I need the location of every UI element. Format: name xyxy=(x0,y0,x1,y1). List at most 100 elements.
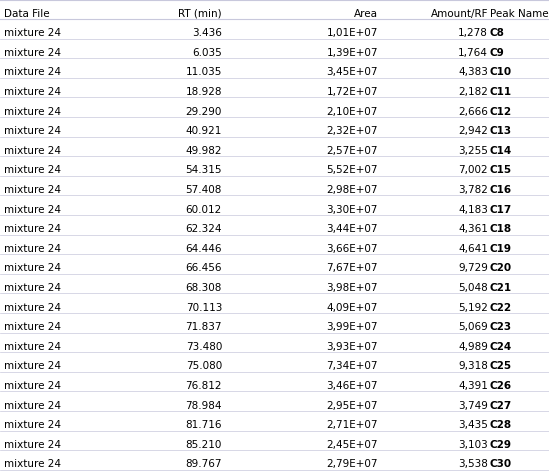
Text: 2,32E+07: 2,32E+07 xyxy=(327,126,378,136)
Text: 11.035: 11.035 xyxy=(186,67,222,77)
Text: 1,72E+07: 1,72E+07 xyxy=(327,87,378,97)
Text: 60.012: 60.012 xyxy=(186,204,222,214)
Text: 1,764: 1,764 xyxy=(458,48,488,58)
Text: 78.984: 78.984 xyxy=(186,400,222,411)
Text: 3,45E+07: 3,45E+07 xyxy=(327,67,378,77)
Text: mixture 24: mixture 24 xyxy=(4,165,61,175)
Text: Area: Area xyxy=(354,8,378,19)
Text: mixture 24: mixture 24 xyxy=(4,28,61,38)
Text: 4,391: 4,391 xyxy=(458,381,488,391)
Text: 7,67E+07: 7,67E+07 xyxy=(327,263,378,273)
Text: 3,99E+07: 3,99E+07 xyxy=(327,322,378,332)
Text: 1,278: 1,278 xyxy=(458,28,488,38)
Text: mixture 24: mixture 24 xyxy=(4,87,61,97)
Text: 2,98E+07: 2,98E+07 xyxy=(327,185,378,195)
Text: C24: C24 xyxy=(490,342,512,352)
Text: mixture 24: mixture 24 xyxy=(4,244,61,254)
Text: C22: C22 xyxy=(490,302,512,313)
Text: mixture 24: mixture 24 xyxy=(4,302,61,313)
Text: 76.812: 76.812 xyxy=(186,381,222,391)
Text: 9,729: 9,729 xyxy=(458,263,488,273)
Text: C15: C15 xyxy=(490,165,512,175)
Text: 70.113: 70.113 xyxy=(186,302,222,313)
Text: mixture 24: mixture 24 xyxy=(4,126,61,136)
Text: 9,318: 9,318 xyxy=(458,361,488,371)
Text: C10: C10 xyxy=(490,67,512,77)
Text: 7,002: 7,002 xyxy=(458,165,488,175)
Text: C28: C28 xyxy=(490,420,512,430)
Text: 2,45E+07: 2,45E+07 xyxy=(327,440,378,450)
Text: mixture 24: mixture 24 xyxy=(4,322,61,332)
Text: Amount/RF: Amount/RF xyxy=(430,8,488,19)
Text: 2,942: 2,942 xyxy=(458,126,488,136)
Text: 3,782: 3,782 xyxy=(458,185,488,195)
Text: 71.837: 71.837 xyxy=(186,322,222,332)
Text: 6.035: 6.035 xyxy=(192,48,222,58)
Text: mixture 24: mixture 24 xyxy=(4,459,61,469)
Text: 4,989: 4,989 xyxy=(458,342,488,352)
Text: C17: C17 xyxy=(490,204,512,214)
Text: 3.436: 3.436 xyxy=(192,28,222,38)
Text: mixture 24: mixture 24 xyxy=(4,224,61,234)
Text: C26: C26 xyxy=(490,381,512,391)
Text: 68.308: 68.308 xyxy=(186,283,222,293)
Text: 2,79E+07: 2,79E+07 xyxy=(327,459,378,469)
Text: 4,183: 4,183 xyxy=(458,204,488,214)
Text: 3,749: 3,749 xyxy=(458,400,488,411)
Text: C14: C14 xyxy=(490,146,512,156)
Text: C25: C25 xyxy=(490,361,512,371)
Text: C23: C23 xyxy=(490,322,512,332)
Text: mixture 24: mixture 24 xyxy=(4,283,61,293)
Text: 18.928: 18.928 xyxy=(186,87,222,97)
Text: 2,666: 2,666 xyxy=(458,106,488,116)
Text: 3,44E+07: 3,44E+07 xyxy=(327,224,378,234)
Text: 49.982: 49.982 xyxy=(186,146,222,156)
Text: 40.921: 40.921 xyxy=(186,126,222,136)
Text: 4,383: 4,383 xyxy=(458,67,488,77)
Text: RT (min): RT (min) xyxy=(178,8,222,19)
Text: 85.210: 85.210 xyxy=(186,440,222,450)
Text: 3,66E+07: 3,66E+07 xyxy=(327,244,378,254)
Text: mixture 24: mixture 24 xyxy=(4,400,61,411)
Text: mixture 24: mixture 24 xyxy=(4,185,61,195)
Text: 4,361: 4,361 xyxy=(458,224,488,234)
Text: C8: C8 xyxy=(490,28,505,38)
Text: 3,538: 3,538 xyxy=(458,459,488,469)
Text: C13: C13 xyxy=(490,126,512,136)
Text: 5,52E+07: 5,52E+07 xyxy=(327,165,378,175)
Text: 73.480: 73.480 xyxy=(186,342,222,352)
Text: C18: C18 xyxy=(490,224,512,234)
Text: 3,435: 3,435 xyxy=(458,420,488,430)
Text: C30: C30 xyxy=(490,459,512,469)
Text: 62.324: 62.324 xyxy=(186,224,222,234)
Text: 2,95E+07: 2,95E+07 xyxy=(327,400,378,411)
Text: C20: C20 xyxy=(490,263,512,273)
Text: C19: C19 xyxy=(490,244,512,254)
Text: 5,048: 5,048 xyxy=(458,283,488,293)
Text: 29.290: 29.290 xyxy=(186,106,222,116)
Text: 54.315: 54.315 xyxy=(186,165,222,175)
Text: 2,182: 2,182 xyxy=(458,87,488,97)
Text: 5,069: 5,069 xyxy=(458,322,488,332)
Text: mixture 24: mixture 24 xyxy=(4,106,61,116)
Text: C27: C27 xyxy=(490,400,512,411)
Text: mixture 24: mixture 24 xyxy=(4,204,61,214)
Text: C16: C16 xyxy=(490,185,512,195)
Text: mixture 24: mixture 24 xyxy=(4,440,61,450)
Text: 3,103: 3,103 xyxy=(458,440,488,450)
Text: 3,98E+07: 3,98E+07 xyxy=(327,283,378,293)
Text: 3,255: 3,255 xyxy=(458,146,488,156)
Text: 4,09E+07: 4,09E+07 xyxy=(327,302,378,313)
Text: mixture 24: mixture 24 xyxy=(4,381,61,391)
Text: mixture 24: mixture 24 xyxy=(4,361,61,371)
Text: 57.408: 57.408 xyxy=(186,185,222,195)
Text: mixture 24: mixture 24 xyxy=(4,48,61,58)
Text: 3,30E+07: 3,30E+07 xyxy=(327,204,378,214)
Text: 75.080: 75.080 xyxy=(186,361,222,371)
Text: 3,46E+07: 3,46E+07 xyxy=(327,381,378,391)
Text: 4,641: 4,641 xyxy=(458,244,488,254)
Text: 81.716: 81.716 xyxy=(186,420,222,430)
Text: 64.446: 64.446 xyxy=(186,244,222,254)
Text: Peak Name: Peak Name xyxy=(490,8,548,19)
Text: 1,01E+07: 1,01E+07 xyxy=(327,28,378,38)
